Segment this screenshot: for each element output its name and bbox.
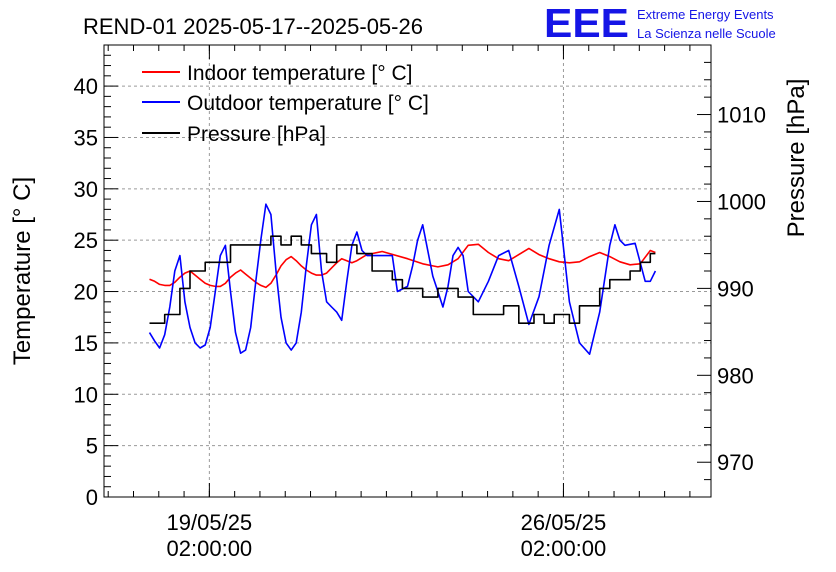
- series-line-indoor-temperature: [149, 243, 656, 289]
- right-axis-label: Pressure [hPa]: [783, 79, 810, 238]
- left-tick-label: 35: [74, 125, 98, 150]
- legend: Indoor temperature [° C] Outdoor tempera…: [142, 62, 429, 146]
- left-tick-label: 40: [74, 74, 98, 99]
- logo: EEE Extreme Energy Events La Scienza nel…: [544, 0, 776, 46]
- logo-line2: La Scienza nelle Scuole: [637, 26, 776, 41]
- series-layer: [148, 203, 657, 355]
- logo-mark: EEE: [544, 0, 629, 46]
- left-tick-label: 0: [86, 485, 98, 510]
- left-tick-label: 25: [74, 228, 98, 253]
- left-tick-label: 20: [74, 280, 98, 305]
- right-tick-label: 990: [717, 276, 754, 301]
- logo-line1: Extreme Energy Events: [637, 7, 774, 22]
- left-tick-label: 30: [74, 177, 98, 202]
- left-tick-label: 5: [86, 434, 98, 459]
- right-tick-label: 1010: [717, 103, 766, 128]
- grid-layer: [104, 45, 711, 497]
- left-tick-label: 10: [74, 382, 98, 407]
- series-line-pressure: [149, 235, 656, 324]
- right-tick-label: 1000: [717, 189, 766, 214]
- x-tick-label-date: 26/05/25: [521, 510, 607, 535]
- left-axis-label: Temperature [° C]: [9, 177, 36, 365]
- x-tick-label-date: 19/05/25: [167, 510, 253, 535]
- legend-label-outdoor: Outdoor temperature [° C]: [187, 92, 429, 115]
- legend-label-pressure: Pressure [hPa]: [187, 123, 326, 146]
- right-tick-label: 970: [717, 450, 754, 475]
- axes-layer: 0 5 10 15 20 25 30 35 40 970 980 990 1000 1010 19/05/2…: [74, 44, 766, 561]
- series-line-outdoor-temperature: [148, 203, 657, 355]
- legend-label-indoor: Indoor temperature [° C]: [187, 62, 413, 85]
- left-tick-label: 15: [74, 331, 98, 356]
- x-tick-label-time: 02:00:00: [521, 536, 607, 561]
- chart-title: REND-01 2025-05-17--2025-05-26: [83, 14, 423, 39]
- right-tick-label: 980: [717, 363, 754, 388]
- x-tick-label-time: 02:00:00: [167, 536, 253, 561]
